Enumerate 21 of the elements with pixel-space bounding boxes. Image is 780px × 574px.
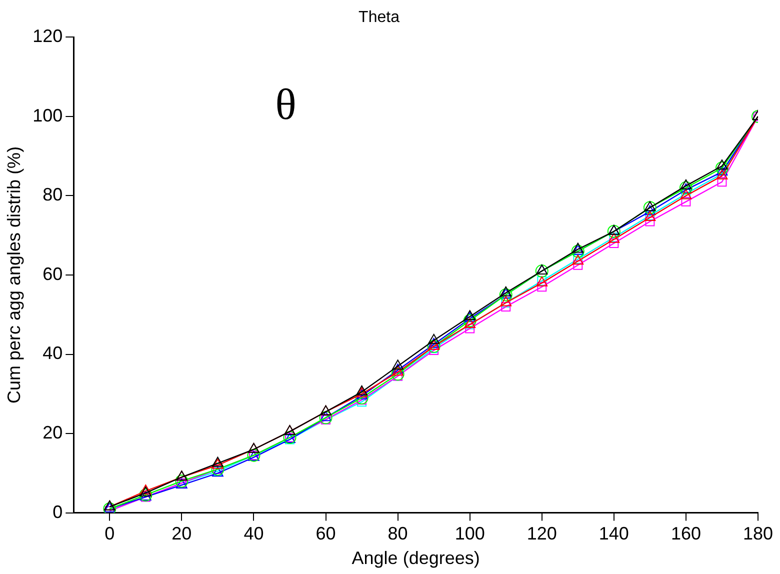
x-tick-label: 60 — [316, 524, 336, 544]
x-tick-label: 80 — [388, 524, 408, 544]
y-tick-label: 0 — [52, 502, 63, 522]
x-tick-label: 0 — [104, 524, 115, 544]
y-tick-label: 100 — [32, 105, 63, 126]
y-tick-label: 60 — [42, 264, 63, 284]
x-tick-label: 160 — [670, 524, 701, 544]
y-tick-label: 120 — [32, 26, 63, 46]
x-tick-label: 100 — [454, 524, 485, 544]
x-axis-title: Angle (degrees) — [352, 548, 480, 568]
y-tick-label: 40 — [42, 343, 63, 364]
annotation: θ — [275, 80, 296, 129]
x-tick-label: 180 — [742, 524, 774, 544]
y-tick-label: 80 — [42, 184, 63, 205]
y-axis-title: Cum perc agg angles distrib (%) — [4, 146, 24, 404]
chart-title: Theta — [358, 9, 400, 26]
x-tick-label: 120 — [526, 524, 557, 544]
x-tick-label: 40 — [244, 524, 264, 544]
x-tick-label: 20 — [172, 524, 192, 544]
x-tick-label: 140 — [598, 524, 629, 544]
y-tick-label: 20 — [42, 422, 63, 442]
